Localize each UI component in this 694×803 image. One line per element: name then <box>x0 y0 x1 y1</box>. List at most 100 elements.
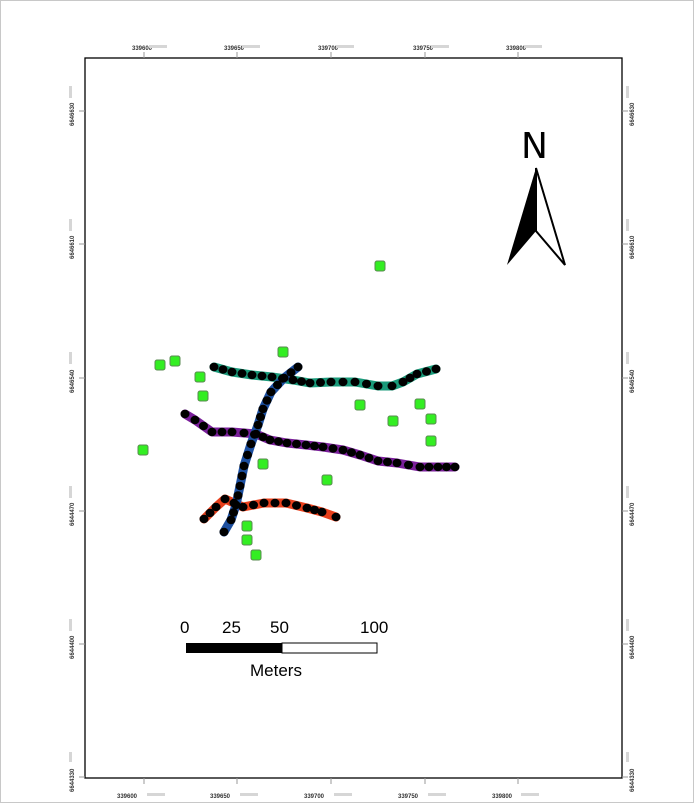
route-vertex <box>259 498 269 508</box>
route-vertex <box>350 377 360 387</box>
route-vertex <box>237 471 247 481</box>
x-tick-label: 339800 <box>492 794 513 800</box>
route-vertex <box>301 440 311 450</box>
route-vertex <box>317 507 327 517</box>
route-vertex <box>318 442 328 452</box>
route-vertex <box>392 458 402 468</box>
sample-point <box>250 549 262 561</box>
scale-bar-dark-segment <box>186 643 282 653</box>
scale-label-50: 50 <box>270 618 289 637</box>
top-axis-ticks: 339600 339650 339700 339750 339800 <box>132 45 542 58</box>
route-vertex <box>292 501 301 510</box>
route-vertex <box>205 508 215 518</box>
y-tick-label: 6646610 <box>630 235 636 259</box>
route-vertex <box>282 438 292 448</box>
route-vertex <box>265 435 275 445</box>
route-vertex <box>373 381 383 391</box>
vertex-layer <box>180 362 460 537</box>
sample-point <box>241 534 253 546</box>
route-vertex <box>383 457 392 467</box>
route-vertex <box>199 514 209 524</box>
route-vertex <box>235 481 245 491</box>
sample-point <box>277 346 289 358</box>
route-vertex <box>338 445 348 455</box>
y-tick-label: 6644470 <box>70 502 76 526</box>
x-tick-label: 339700 <box>318 46 339 52</box>
y-tick-label: 6644400 <box>630 635 636 659</box>
route-vertex <box>362 379 371 389</box>
route-vertex <box>231 500 241 510</box>
route-vertex <box>266 387 276 397</box>
y-tick-label: 6644470 <box>630 502 636 526</box>
route-vertex <box>412 369 422 379</box>
north-arrow-light-half <box>535 167 566 266</box>
route-vertex <box>273 380 282 390</box>
y-tick-label: 6644330 <box>70 768 76 792</box>
route-vertex <box>433 462 443 472</box>
route-vertex <box>237 369 247 378</box>
route-vertex <box>274 437 283 446</box>
sample-point <box>241 520 253 532</box>
route-vertex <box>450 462 460 472</box>
route-vertex <box>239 428 249 438</box>
route-vertex <box>310 505 319 515</box>
x-tick-label: 339650 <box>224 46 245 52</box>
route-vertex <box>316 378 325 387</box>
x-tick-label: 339750 <box>413 46 434 52</box>
route-vertex <box>249 500 258 510</box>
route-vertex <box>262 396 272 405</box>
north-letter: N <box>521 126 548 167</box>
route-vertex <box>226 515 236 525</box>
route-vertex <box>253 420 263 430</box>
sample-point <box>169 355 181 367</box>
bottom-axis-ticks: 339600 339650 339700 339750 339800 <box>117 778 539 800</box>
route-vertex <box>227 367 237 377</box>
sample-point <box>387 415 399 427</box>
scale-label-100: 100 <box>360 618 388 637</box>
route-vertex <box>387 381 397 391</box>
right-axis-ticks: 6646630 6646610 6646540 6644470 6644400 … <box>622 86 636 792</box>
route-vertex <box>331 512 341 522</box>
y-tick-label: 6644330 <box>630 768 636 792</box>
map-frame <box>84 57 623 779</box>
scale-bar-light-segment <box>281 642 378 654</box>
x-tick-label: 339800 <box>506 46 527 52</box>
route-vertex <box>293 362 303 372</box>
x-tick-label: 339650 <box>210 794 231 800</box>
route-vertex <box>281 498 291 508</box>
route-vertex <box>199 421 208 431</box>
route-vertex <box>217 427 227 437</box>
route-vertex <box>211 502 221 512</box>
route-vertex <box>364 453 374 463</box>
route-vertex <box>238 502 248 512</box>
route-vertex <box>442 462 451 472</box>
x-tick-label: 339600 <box>132 46 153 52</box>
route-vertex <box>286 368 296 377</box>
route-vertex <box>267 372 277 382</box>
sample-point-layer <box>137 260 437 561</box>
route-vertex <box>347 448 356 457</box>
route-vertex <box>310 441 319 451</box>
sample-point <box>257 458 269 470</box>
route-vertex <box>180 409 190 419</box>
scale-label-25: 25 <box>222 618 241 637</box>
route-vertex <box>288 375 298 385</box>
route-vertex <box>422 367 431 376</box>
route-vertex <box>405 373 415 383</box>
y-tick-label: 6644400 <box>70 635 76 659</box>
route-vertex <box>209 362 219 372</box>
route-vertex <box>247 370 257 380</box>
scale-bar: 0 25 50 100 Meters <box>180 618 388 680</box>
scale-label-0: 0 <box>180 618 189 637</box>
y-tick-label: 6646630 <box>70 102 76 126</box>
sample-point <box>321 474 333 486</box>
y-tick-label: 6646610 <box>70 235 76 259</box>
route-vertex <box>233 491 243 500</box>
route-vertex <box>398 377 408 387</box>
route-vertex <box>220 494 230 504</box>
route-vertex <box>207 427 217 437</box>
route-vertex <box>229 508 238 517</box>
y-tick-label: 6646630 <box>630 102 636 126</box>
route-vertex <box>326 377 336 387</box>
